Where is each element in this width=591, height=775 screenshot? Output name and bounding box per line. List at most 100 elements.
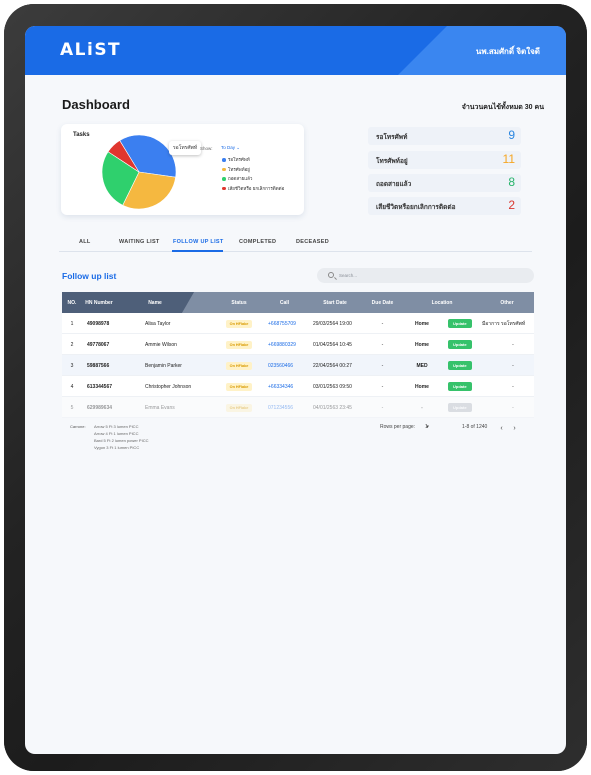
- cell-other: -: [512, 362, 514, 369]
- cell-location: MED: [416, 362, 428, 369]
- cell-call[interactable]: 023560466: [268, 362, 294, 369]
- note-line: Bard 5 Ft 2 lumen power PICC: [94, 438, 149, 443]
- cell-hn: 49778067: [87, 341, 110, 348]
- tab-bar: ALL WAITING LIST FOLLOW UP LIST COMPLETE…: [59, 235, 532, 252]
- table-row[interactable]: 4 613344567 Christopher Johnson On HFlak…: [62, 376, 534, 397]
- cell-call[interactable]: 071234556: [268, 404, 294, 411]
- tab-completed[interactable]: COMPLETED: [239, 239, 277, 245]
- table-row[interactable]: 3 59887566 Benjamin Parker On HFlake 023…: [62, 355, 534, 376]
- legend-dot: [222, 186, 226, 190]
- cell-due-date: -: [381, 341, 384, 348]
- search-bar[interactable]: [317, 268, 534, 283]
- pie-slice[interactable]: [122, 171, 176, 210]
- legend-item: เสียชีวิตหรือ ยกเลิกการติดต่อ: [221, 186, 301, 192]
- cell-location: Home: [415, 320, 429, 327]
- tab-all[interactable]: ALL: [79, 239, 91, 245]
- cell-location: -: [421, 404, 423, 411]
- legend-label: รอโทรศัพท์: [228, 157, 250, 162]
- cell-call[interactable]: +66334346: [268, 383, 294, 390]
- period-select-value: To Day: [221, 145, 236, 150]
- cell-no: 5: [70, 404, 74, 411]
- section-title: Follow up list: [62, 271, 117, 281]
- tab-waiting-list[interactable]: WAITING LIST: [119, 239, 160, 245]
- cell-status: On HFlake: [217, 376, 261, 397]
- update-button[interactable]: Update: [448, 319, 472, 328]
- tablet-frame: ALiST นพ.สมศักดิ์ จิตใจดี Dashboard จำนว…: [4, 4, 587, 771]
- cell-no: 1: [70, 320, 74, 327]
- col-location[interactable]: Location: [431, 299, 453, 306]
- cell-location: Home: [415, 341, 429, 348]
- stat-value: 8: [508, 175, 515, 189]
- table-header: NO. HN Number Name Status Call Start Dat…: [62, 292, 534, 313]
- stat-value: 11: [502, 152, 515, 166]
- cell-action: Update: [448, 397, 472, 418]
- cell-start-date: 01/04/2564 10:45: [313, 341, 352, 348]
- chevron-left-icon[interactable]: ‹: [500, 425, 503, 432]
- col-hn-number[interactable]: HN Number: [85, 299, 113, 306]
- period-select[interactable]: To Day ⌄: [221, 145, 240, 151]
- cell-status: On HFlake: [217, 397, 261, 418]
- col-status[interactable]: Status: [231, 299, 247, 306]
- table-row[interactable]: 5 629989634 Emma Evans On HFlake 0712345…: [62, 397, 534, 418]
- update-button[interactable]: Update: [448, 382, 472, 391]
- col-other[interactable]: Other: [500, 299, 514, 306]
- cell-no: 4: [70, 383, 74, 390]
- cell-name: Emma Evans: [145, 404, 175, 411]
- show-label: Show:: [200, 146, 213, 151]
- rows-per-page-select[interactable]: 1 ▾: [425, 424, 429, 430]
- tasks-pie-chart: [101, 134, 177, 210]
- table-row[interactable]: 1 49098978 Alisa Taylor On HFlake +66875…: [62, 313, 534, 334]
- header-accent: [62, 292, 180, 313]
- patients-total: จำนวนคนไข้ทั้งหมด 30 คน: [461, 104, 544, 111]
- cell-due-date: -: [381, 320, 384, 327]
- stat-waiting[interactable]: รอโทรศัพท์ 9: [368, 127, 521, 145]
- cell-location: Home: [415, 383, 429, 390]
- rows-per-page-value: 1: [425, 424, 428, 430]
- app-header: ALiST นพ.สมศักดิ์ จิตใจดี: [25, 26, 566, 75]
- update-button[interactable]: Update: [448, 361, 472, 370]
- legend-item: รอโทรศัพท์: [221, 157, 301, 163]
- pie-slice[interactable]: [107, 140, 140, 173]
- table-row[interactable]: 2 49778067 Ammie Wilson On HFlake +66988…: [62, 334, 534, 355]
- legend-label: โทรศัพท์อยู่: [228, 166, 250, 172]
- legend-dot: [222, 177, 226, 181]
- col-start-date[interactable]: Start Date: [323, 299, 347, 306]
- cell-other: -: [512, 404, 514, 411]
- update-button[interactable]: Update: [448, 340, 472, 349]
- cell-call[interactable]: +668755709: [268, 320, 296, 327]
- stat-label: เสียชีวิตหรือยกเลิกการติดต่อ: [376, 204, 456, 211]
- page-range: 1-8 of 1240: [462, 424, 488, 430]
- active-tab-indicator: [172, 250, 223, 252]
- tab-follow-up-list[interactable]: FOLLOW UP LIST: [173, 239, 224, 245]
- cell-name: Christopher Johnson: [145, 383, 192, 390]
- cell-due-date: -: [381, 383, 384, 390]
- user-name[interactable]: นพ.สมศักดิ์ จิตใจดี: [475, 47, 540, 56]
- cell-action: Update: [448, 376, 472, 397]
- app-logo[interactable]: ALiST: [60, 40, 122, 60]
- cell-start-date: 03/01/2563 09:50: [313, 383, 352, 390]
- stat-deceased[interactable]: เสียชีวิตหรือยกเลิกการติดต่อ 2: [368, 197, 521, 215]
- cell-hn: 629989634: [87, 404, 113, 411]
- tasks-title: Tasks: [73, 132, 90, 138]
- cell-hn: 59887566: [87, 362, 110, 369]
- update-button[interactable]: Update: [448, 403, 472, 412]
- stat-label: รอโทรศัพท์: [376, 134, 408, 141]
- cell-other: -: [512, 341, 514, 348]
- stat-on-call[interactable]: โทรศัพท์อยู่ 11: [368, 151, 521, 169]
- cell-action: Update: [448, 313, 472, 334]
- pie-slice[interactable]: [119, 134, 177, 178]
- chevron-right-icon[interactable]: ›: [513, 425, 516, 432]
- cell-no: 3: [70, 362, 74, 369]
- tab-deceased[interactable]: DECEASED: [296, 239, 329, 245]
- pie-slice[interactable]: [101, 151, 140, 206]
- col-due-date[interactable]: Due Date: [371, 299, 394, 306]
- col-call[interactable]: Call: [279, 299, 290, 306]
- stat-completed[interactable]: ถอดสายแล้ว 8: [368, 174, 521, 192]
- col-name[interactable]: Name: [148, 299, 162, 306]
- cell-call[interactable]: +669880329: [268, 341, 296, 348]
- page-title: Dashboard: [62, 97, 130, 112]
- col-no[interactable]: NO.: [67, 299, 77, 306]
- follow-up-table: NO. HN Number Name Status Call Start Dat…: [62, 292, 534, 418]
- status-badge: On HFlake: [225, 382, 253, 391]
- search-input[interactable]: [339, 270, 519, 281]
